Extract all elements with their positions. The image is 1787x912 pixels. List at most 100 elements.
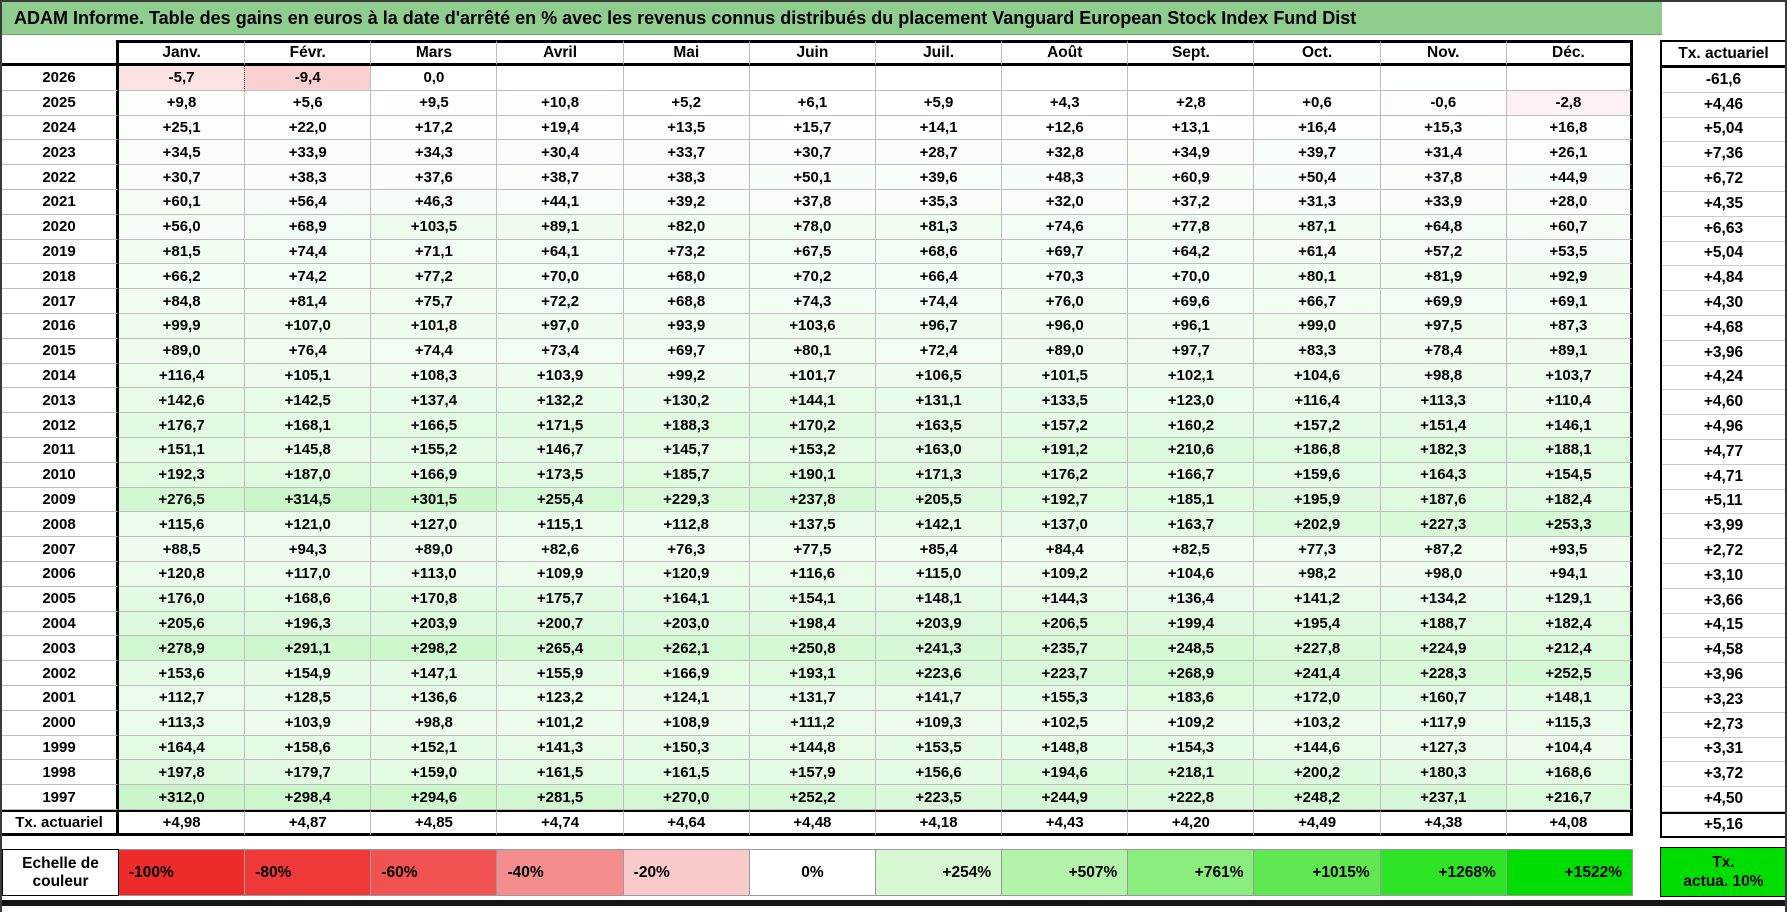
gain-cell: +89,0: [371, 537, 498, 562]
table-row: 2007 +88,5 +94,3 +89,0 +82,6 +76,3 +77,5 +85,4 +…: [2, 537, 1633, 562]
gain-cell: +85,4: [875, 537, 1003, 562]
gain-cell: +103,5: [371, 214, 498, 240]
gain-cell: +71,1: [371, 239, 498, 265]
gain-cell: +160,7: [1380, 685, 1507, 711]
gain-cell: +224,9: [1380, 636, 1507, 662]
year-label: 2020: [2, 214, 119, 240]
gain-cell: +127,0: [371, 512, 498, 538]
gain-cell: +53,5: [1506, 239, 1633, 265]
gain-cell: +99,9: [119, 313, 246, 339]
table-row: 2026 -5,7 -9,4 0,0: [2, 66, 1633, 91]
table-row: 2020 +56,0 +68,9 +103,5 +89,1 +82,0 +78,0 +81,3…: [2, 214, 1633, 240]
gain-cell: +38,3: [245, 165, 372, 190]
gain-cell: +141,7: [875, 685, 1003, 711]
gain-cell: +183,6: [1128, 685, 1255, 711]
year-label: 2003: [2, 636, 119, 662]
gain-cell: +98,0: [1380, 561, 1507, 587]
gain-cell: +124,1: [623, 685, 750, 711]
gain-cell: +69,9: [1380, 289, 1507, 314]
year-label: 2017: [2, 289, 119, 314]
table-row: 2014 +116,4 +105,1 +108,3 +103,9 +99,2 +101,7 +…: [2, 363, 1633, 389]
gain-cell: -5,7: [119, 66, 246, 91]
gain-cell: [497, 66, 624, 91]
gain-cell: +265,4: [497, 636, 624, 662]
table-row: 2005 +176,0 +168,6 +170,8 +175,7 +164,1 +154,1…: [2, 586, 1633, 612]
gain-cell: +30,4: [497, 140, 624, 166]
gain-cell: +101,5: [1002, 363, 1129, 389]
table-row: 1997 +312,0 +298,4 +294,6 +281,5 +270,0 +252,2…: [2, 785, 1633, 810]
gain-cell: +182,4: [1506, 487, 1633, 513]
gain-cell: +33,9: [245, 140, 372, 166]
gain-cell: +34,3: [371, 140, 498, 166]
gain-cell: +188,7: [1380, 611, 1507, 637]
gain-cell: +109,2: [1002, 561, 1129, 587]
gain-cell: +94,3: [245, 537, 372, 562]
gain-cell: +37,2: [1128, 189, 1255, 215]
gain-cell: +276,5: [119, 487, 246, 513]
gain-cell: +166,7: [1128, 462, 1255, 488]
gain-cell: +69,1: [1506, 289, 1633, 314]
gain-cell: +235,7: [1002, 636, 1129, 662]
gain-cell: +93,9: [623, 313, 750, 339]
gain-cell: +129,1: [1506, 586, 1633, 612]
year-label: 2001: [2, 685, 119, 711]
month-header: Nov.: [1380, 40, 1507, 66]
side-rate-cell: +2,73: [1662, 713, 1785, 738]
side-rate-cell: +3,96: [1662, 663, 1785, 688]
gain-cell: +115,6: [119, 512, 246, 538]
gain-cell: +9,5: [371, 90, 498, 116]
year-label: 2019: [2, 239, 119, 265]
gain-cell: +87,1: [1254, 214, 1381, 240]
year-label: 1998: [2, 760, 119, 786]
month-header: Juil.: [875, 40, 1003, 66]
gain-cell: +212,4: [1506, 636, 1633, 662]
gain-cell: +74,6: [1002, 214, 1129, 240]
table-row: 2011 +151,1 +145,8 +155,2 +146,7 +145,7 +153,2…: [2, 437, 1633, 463]
table-row: 2003 +278,9 +291,1 +298,2 +265,4 +262,1 +250,8…: [2, 636, 1633, 662]
gain-cell: +153,5: [875, 735, 1003, 761]
side-rate-cell: +6,63: [1662, 217, 1785, 242]
gain-cell: +15,3: [1380, 115, 1507, 141]
gain-cell: +50,1: [749, 165, 876, 190]
gain-cell: +137,0: [1002, 512, 1129, 538]
gain-cell: +195,9: [1254, 487, 1381, 513]
gain-cell: +73,2: [623, 239, 750, 265]
scale-stop: +254%: [875, 849, 1003, 896]
gain-cell: +37,6: [371, 165, 498, 190]
gain-cell: +136,4: [1128, 586, 1255, 612]
gain-cell: +134,2: [1380, 586, 1507, 612]
scale-stop: +1522%: [1506, 849, 1633, 896]
gain-cell: +35,3: [875, 189, 1003, 215]
gain-cell: +17,2: [371, 115, 498, 141]
gain-cell: +10,8: [497, 90, 624, 116]
scale-stop: 0%: [749, 849, 876, 896]
gain-cell: +278,9: [119, 636, 246, 662]
gain-cell: +111,2: [749, 710, 876, 736]
gain-cell: +200,2: [1254, 760, 1381, 786]
year-label: 2010: [2, 462, 119, 488]
gain-cell: +142,5: [245, 388, 372, 414]
gain-cell: +171,5: [497, 413, 624, 438]
gain-cell: +37,8: [1380, 165, 1507, 190]
gain-cell: +117,0: [245, 561, 372, 587]
side-rate-cell: +3,99: [1662, 514, 1785, 540]
gain-cell: +248,2: [1254, 785, 1381, 810]
gain-cell: +109,2: [1128, 710, 1255, 736]
gain-cell: +113,3: [119, 710, 246, 736]
actuarial-target-line2: actua. 10%: [1683, 873, 1764, 890]
gain-cell: +68,9: [245, 214, 372, 240]
gain-cell: +115,0: [875, 561, 1003, 587]
gain-cell: +88,5: [119, 537, 246, 562]
gain-cell: +210,6: [1128, 437, 1255, 463]
year-label: 2012: [2, 413, 119, 438]
gain-cell: +164,3: [1380, 462, 1507, 488]
gain-cell: +103,9: [245, 710, 372, 736]
gain-cell: +163,0: [875, 437, 1003, 463]
gain-cell: +74,3: [749, 289, 876, 314]
gain-cell: +4,3: [1002, 90, 1129, 116]
gain-cell: +9,8: [119, 90, 246, 116]
table-row: 2024 +25,1 +22,0 +17,2 +19,4 +13,5 +15,7 +14,1 +…: [2, 115, 1633, 141]
year-label: 2023: [2, 140, 119, 166]
gain-cell: +5,6: [245, 90, 372, 116]
gain-cell: +237,8: [749, 487, 876, 513]
